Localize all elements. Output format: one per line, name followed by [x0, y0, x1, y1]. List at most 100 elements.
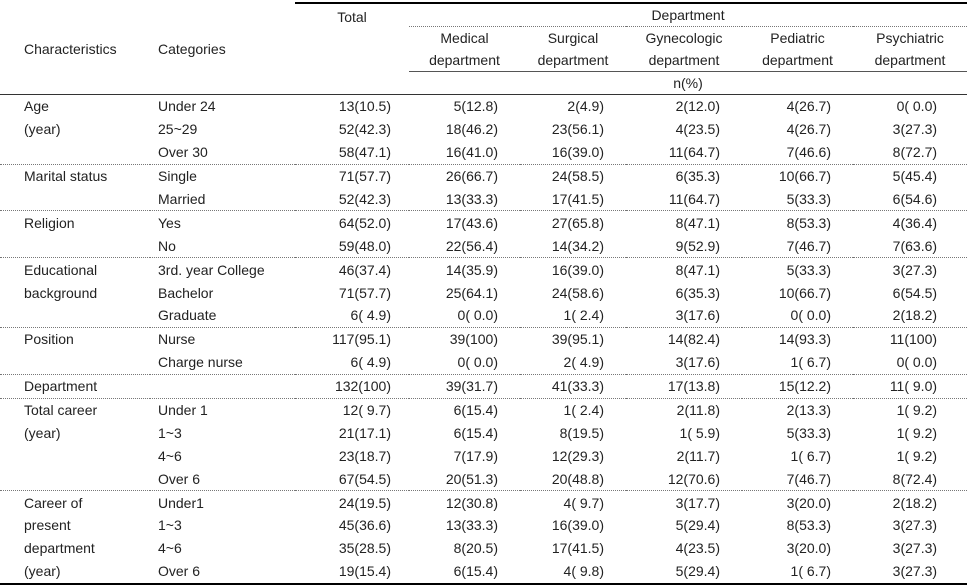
department-value-cell: 12(70.6)	[667, 470, 720, 487]
department-value-cell: 6(15.4)	[453, 424, 498, 441]
department-value-cell: 4(23.5)	[675, 540, 720, 557]
department-value-cell: 0( 0.0)	[853, 93, 967, 118]
department-value-cell: 0( 0.0)	[457, 354, 498, 371]
department-value-cell: 0( 0.0)	[896, 354, 938, 371]
department-value-cell: 18(46.2)	[445, 121, 498, 138]
department-value-cell: 17(41.5)	[551, 191, 604, 207]
department-value-cell: 2(11.7)	[676, 447, 720, 464]
department-value-cell: 10(66.7)	[742, 163, 853, 188]
department-value-cell: 4(26.7)	[786, 121, 831, 138]
characteristic-cell	[0, 444, 150, 467]
department-value-cell: 1( 6.7)	[742, 559, 853, 585]
department-value-cell: 15(12.2)	[742, 373, 853, 399]
department-value-cell: 24(58.6)	[551, 284, 604, 301]
department-value-cell: 16(39.0)	[551, 144, 604, 161]
total-cell: 35(28.5)	[338, 540, 391, 557]
department-value-cell: 1( 9.2)	[896, 447, 938, 464]
department-value-cell: 12(30.8)	[409, 490, 520, 515]
department-value-cell: 39(100)	[409, 326, 520, 351]
category-cell: No	[158, 237, 176, 254]
total-cell: 71(57.7)	[295, 163, 409, 188]
department-value-cell: 6(35.3)	[626, 163, 742, 188]
department-value-cell: 9(52.9)	[675, 237, 720, 254]
total-cell: 6( 4.9)	[350, 307, 391, 324]
department-value-cell: 7(17.9)	[453, 447, 498, 464]
characteristic-cell	[0, 351, 150, 374]
table-row: Married 52(42.3) 13(33.3) 17(41.5) 11(64.7) 5…	[0, 188, 967, 211]
department-value-cell: 2(11.8)	[626, 397, 742, 422]
category-cell: 1~3	[158, 517, 182, 534]
department-value-cell: 3(27.3)	[853, 257, 967, 282]
department-value-cell: 8(47.1)	[626, 210, 742, 235]
category-cell: Nurse	[150, 326, 295, 351]
characteristic-cell: department	[24, 540, 95, 557]
category-cell: Single	[150, 163, 295, 188]
department-value-cell: 3(27.3)	[892, 517, 938, 534]
department-value-cell: 6(54.5)	[892, 284, 938, 301]
category-cell: Under 1	[150, 397, 295, 422]
department-value-cell: 8(20.5)	[453, 540, 498, 557]
department-value-cell: 1( 2.4)	[563, 307, 604, 324]
department-value-cell: 2(18.2)	[853, 490, 967, 515]
category-cell: Married	[158, 191, 206, 207]
department-value-cell: 4( 9.8)	[520, 559, 626, 585]
characteristic-cell: Religion	[0, 210, 150, 235]
department-value-cell: 4(36.4)	[853, 210, 967, 235]
department-value-cell: 3(17.6)	[675, 354, 720, 371]
category-cell: 4~6	[158, 540, 182, 557]
table-row: (year) 1~3 21(17.1) 6(15.4) 8(19.5) 1( 5.9) 5(…	[0, 421, 967, 444]
department-value-cell: 17(41.5)	[551, 540, 604, 557]
category-cell: Charge nurse	[158, 354, 243, 371]
department-value-cell: 16(41.0)	[445, 144, 498, 161]
department-value-cell: 17(43.6)	[409, 210, 520, 235]
category-cell: Yes	[150, 210, 295, 235]
category-cell: 3rd. year College	[150, 257, 295, 282]
table-row: Department 132(100) 39(31.7) 41(33.3) 17(13.…	[0, 373, 967, 399]
department-value-cell: 7(46.7)	[786, 470, 831, 487]
characteristic-cell: Department	[0, 373, 150, 399]
department-value-cell: 2(4.9)	[520, 93, 626, 118]
characteristic-cell: Total career	[0, 397, 150, 422]
category-cell: Under 24	[150, 93, 295, 118]
total-cell: 13(10.5)	[295, 93, 409, 118]
category-cell: Over 6	[158, 470, 201, 487]
total-cell: 23(18.7)	[338, 447, 391, 464]
department-value-cell: 4(26.7)	[742, 93, 853, 118]
department-value-cell: 8(47.1)	[626, 257, 742, 282]
department-value-cell: 1( 5.9)	[679, 424, 720, 441]
department-value-cell: 2(18.2)	[892, 307, 938, 324]
department-value-cell: 11( 9.0)	[853, 373, 967, 399]
category-cell: 4~6	[158, 447, 182, 464]
table-row: Educational 3rd. year College 46(37.4) 14(3…	[0, 257, 967, 282]
department-value-cell: 5(29.4)	[626, 559, 742, 585]
department-value-cell: 2(12.0)	[626, 93, 742, 118]
department-value-cell: 11(64.7)	[668, 144, 720, 161]
category-cell: Bachelor	[158, 284, 214, 301]
characteristic-cell: Educational	[0, 257, 150, 282]
department-value-cell: 26(66.7)	[409, 163, 520, 188]
header-surgical: Surgical department	[537, 30, 609, 68]
department-value-cell: 5(29.4)	[675, 517, 720, 534]
department-value-cell: 3(20.0)	[786, 540, 831, 557]
department-value-cell: 17(13.8)	[626, 373, 742, 399]
header-unit: n(%)	[409, 71, 967, 95]
department-value-cell: 3(27.3)	[892, 540, 938, 557]
department-value-cell: 14(34.2)	[551, 237, 604, 254]
department-value-cell: 27(65.8)	[520, 210, 626, 235]
table-row: (year) Over 6 19(15.4) 6(15.4) 4( 9.8) 5(29.4…	[0, 559, 967, 585]
department-value-cell: 7(46.7)	[786, 237, 831, 254]
characteristic-cell: Age	[0, 93, 150, 118]
table-row: Total career Under 1 12( 9.7) 6(15.4) 1( 2.4…	[0, 397, 967, 422]
total-cell: 45(36.6)	[338, 517, 391, 534]
header-characteristics: Characteristics	[24, 40, 117, 57]
department-value-cell: 1( 6.7)	[790, 447, 831, 464]
total-cell: 52(42.3)	[338, 121, 391, 138]
total-cell: 6( 4.9)	[350, 354, 391, 371]
header-psychiatric: Psychiatric department	[874, 30, 946, 68]
department-value-cell: 12(29.3)	[551, 447, 604, 464]
table-row: (year) 25~29 52(42.3) 18(46.2) 23(56.1) 4(23.…	[0, 118, 967, 141]
department-value-cell: 3(27.3)	[892, 121, 938, 138]
characteristic-cell: (year)	[0, 559, 150, 585]
department-value-cell: 5(33.3)	[742, 257, 853, 282]
department-value-cell: 39(31.7)	[409, 373, 520, 399]
